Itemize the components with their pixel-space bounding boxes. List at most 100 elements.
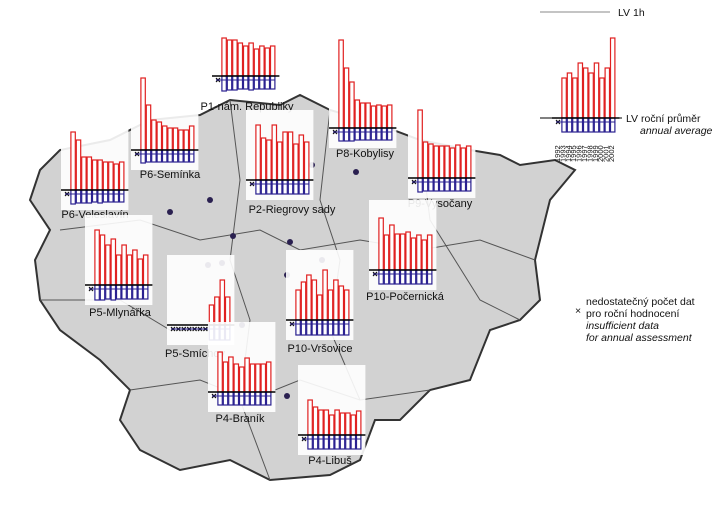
annual-bar	[137, 284, 144, 300]
annual-bar	[433, 177, 440, 192]
annual-bar	[588, 117, 594, 133]
annual-bar	[577, 117, 584, 133]
annual-bar	[113, 189, 120, 203]
annual-bar	[303, 179, 310, 195]
hourly-bar	[142, 254, 149, 286]
annual-bar	[416, 269, 422, 285]
hourly-bar	[222, 361, 229, 393]
hourly-bar	[343, 289, 350, 321]
annual-bar	[161, 149, 168, 163]
hourly-bar	[460, 147, 467, 179]
hourly-bar	[383, 234, 390, 271]
annual-bar	[221, 75, 227, 92]
hourly-bar	[582, 67, 589, 119]
hourly-bar	[306, 274, 312, 321]
hourly-bar	[303, 141, 310, 181]
annual-bar	[333, 319, 339, 336]
hourly-bar	[293, 143, 299, 181]
annual-bar	[438, 177, 445, 192]
legend-insufficient: insufficient data	[586, 320, 659, 332]
hourly-bar	[433, 145, 440, 179]
annual-bar	[132, 284, 138, 300]
annual-bar	[604, 117, 611, 133]
station-label: P10-Počernická	[366, 291, 445, 303]
annual-bar	[343, 319, 350, 336]
annual-bar	[306, 319, 312, 336]
annual-bar	[178, 149, 184, 163]
annual-bar	[81, 189, 87, 204]
hourly-bar	[75, 139, 82, 191]
station-label: P10-Vršovice	[287, 343, 352, 355]
annual-bar	[145, 149, 152, 163]
annual-bar	[572, 117, 578, 133]
hourly-bar	[438, 145, 445, 179]
hourly-bar	[113, 163, 120, 191]
hourly-bar	[121, 244, 127, 286]
legend-insufficient: pro roční hodnocení	[586, 308, 679, 320]
hourly-bar	[145, 104, 152, 151]
hourly-bar	[161, 125, 168, 151]
hourly-bar	[97, 159, 103, 191]
hourly-bar	[110, 238, 117, 286]
hourly-bar	[381, 105, 388, 129]
hourly-bar	[94, 229, 100, 286]
year-label: 1992	[553, 145, 562, 162]
hourly-bar	[572, 77, 578, 119]
annual-bar	[266, 179, 272, 195]
hourly-bar	[271, 124, 278, 181]
station-label: P6-Semínka	[140, 169, 201, 181]
hourly-bar	[232, 39, 238, 77]
station-label: P2-Riegrovy sady	[249, 204, 336, 216]
hourly-bar	[421, 239, 428, 271]
annual-bar	[593, 117, 600, 133]
annual-bar	[91, 189, 98, 203]
annual-bar	[102, 189, 109, 203]
hourly-bar	[219, 279, 226, 326]
legend-lv-annual: LV roční průměr	[626, 113, 701, 125]
legend-lv-1h: LV 1h	[618, 7, 645, 19]
hourly-bar	[172, 127, 179, 151]
annual-bar	[232, 75, 238, 91]
annual-bar	[350, 434, 357, 450]
year-label: 2001	[602, 145, 611, 162]
station-label: P4-Braník	[216, 413, 265, 425]
hourly-bar	[260, 137, 267, 181]
annual-bar	[311, 319, 318, 336]
annual-bar	[115, 284, 122, 300]
station-label: P5-Mlynářka	[89, 307, 152, 319]
hourly-bar	[599, 77, 605, 119]
annual-bar	[140, 149, 146, 164]
hourly-bar	[255, 363, 261, 393]
annual-bar	[365, 127, 371, 141]
hourly-bar	[322, 269, 328, 321]
hourly-bar	[465, 145, 472, 179]
hourly-bar	[343, 67, 350, 129]
hourly-bar	[259, 45, 265, 77]
annual-bar	[599, 117, 605, 133]
legend-insufficient: nedostatečný počet dat	[586, 296, 695, 308]
annual-bar	[259, 75, 265, 90]
annual-bar	[327, 319, 334, 336]
hourly-bar	[167, 127, 173, 151]
hourly-bar	[300, 281, 307, 321]
hourly-bar	[298, 134, 305, 181]
hourly-bar	[282, 131, 288, 181]
annual-bar	[238, 391, 245, 406]
legend-x: ×	[575, 305, 581, 317]
hourly-bar	[156, 121, 163, 151]
annual-bar	[394, 269, 401, 285]
hourly-bar	[242, 45, 249, 77]
hourly-bar	[359, 102, 366, 129]
hourly-bar	[339, 412, 346, 436]
hourly-bar	[428, 143, 434, 179]
hourly-bar	[426, 234, 433, 271]
annual-bar	[349, 127, 355, 142]
hourly-bar	[410, 237, 417, 271]
hourly-bar	[295, 289, 301, 321]
annual-bar	[293, 179, 299, 195]
hourly-bar	[99, 234, 106, 286]
annual-bar	[449, 177, 456, 192]
annual-bar	[561, 117, 567, 133]
hourly-bar	[244, 357, 250, 393]
hourly-bar	[365, 102, 371, 129]
